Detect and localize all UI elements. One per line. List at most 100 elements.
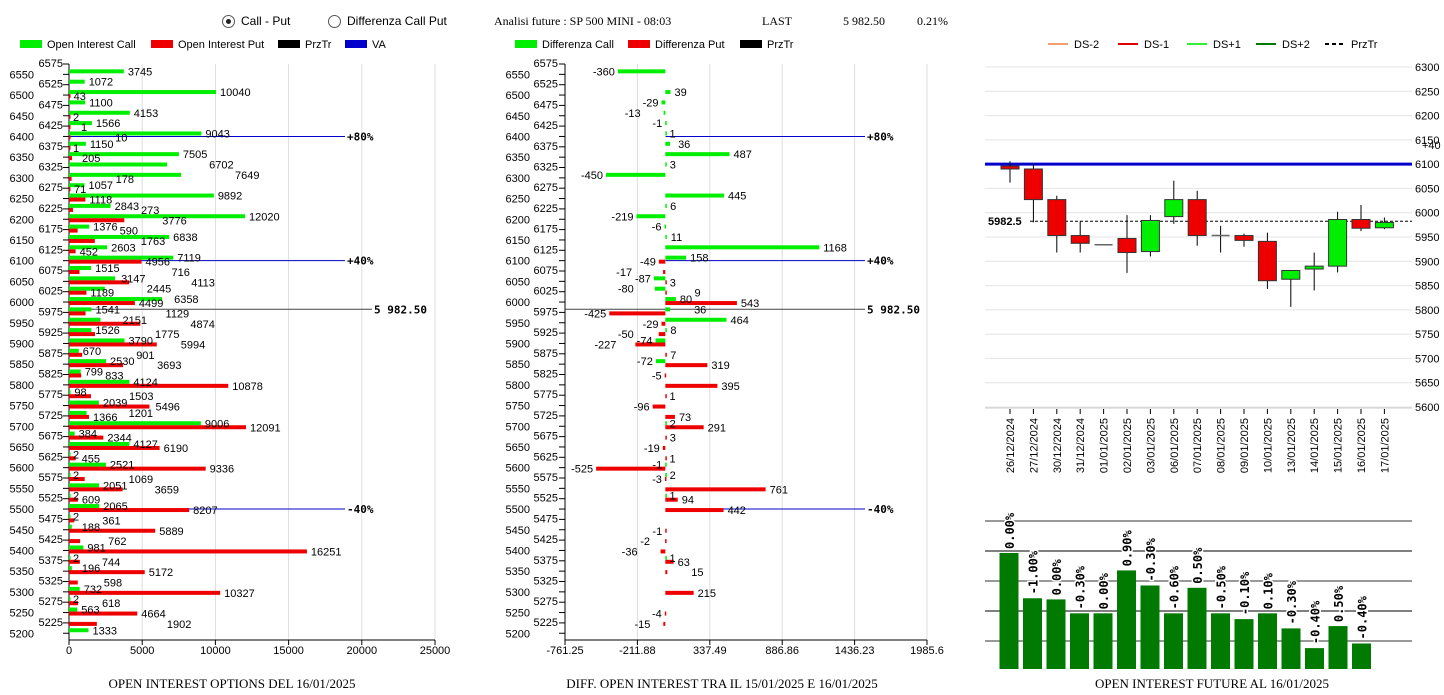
- y-tick-label: 5400: [506, 545, 530, 557]
- bar-value-label: 4113: [191, 277, 215, 289]
- bar-value-label: 7649: [235, 170, 259, 182]
- left-chart-title: OPEN INTEREST OPTIONS DEL 16/01/2025: [109, 676, 356, 691]
- y-tick-label: 6350: [506, 152, 530, 164]
- bar-value-label: 2: [73, 491, 79, 503]
- y-tick-label: 5575: [39, 472, 63, 484]
- call-bar: [69, 193, 214, 198]
- bar-value-label: 12020: [249, 211, 280, 223]
- prztr-label: 5 982.50: [374, 303, 427, 316]
- bar-value-label: 1: [669, 391, 675, 403]
- oi-bar: [1211, 613, 1230, 669]
- y-tick-label: 5300: [506, 587, 530, 599]
- put-bar: [660, 549, 666, 554]
- bar-value-label: 3745: [128, 66, 152, 78]
- oi-bar-label: 0.00%: [1003, 512, 1017, 549]
- oi-bar-label: -0.30%: [1144, 537, 1158, 581]
- call-bar: [665, 317, 727, 322]
- put-bar: [661, 321, 666, 326]
- y-tick-label: 6475: [39, 99, 63, 111]
- y-tick-label: 5925: [39, 327, 63, 339]
- call-bar: [606, 172, 666, 177]
- x-tick-label: 337.49: [693, 645, 727, 657]
- y-tick-label: 6325: [534, 162, 558, 174]
- y-tick-label: 5750: [10, 401, 34, 413]
- radio-differenza-call-put[interactable]: Differenza Call Put: [328, 14, 447, 28]
- call-bar: [69, 245, 108, 250]
- y-tick-label: 6250: [506, 194, 530, 206]
- put-bar: [69, 363, 124, 368]
- y-tick-label: 5775: [39, 389, 63, 401]
- y-tick-label: 5925: [534, 327, 558, 339]
- bar-value-label: 3659: [155, 484, 179, 496]
- oi-bar-label: -0.40%: [1356, 595, 1370, 639]
- bar-value-label: -29: [643, 97, 659, 109]
- y-tick-label: 6525: [39, 79, 63, 91]
- put-bar: [69, 477, 85, 481]
- call-bar: [69, 131, 202, 136]
- y-tick-label: 5600: [10, 463, 34, 475]
- date-label: 03/01/2025: [1145, 418, 1157, 473]
- middle-chart-title: DIFF. OPEN INTEREST TRA IL 15/01/2025 E …: [566, 676, 877, 691]
- call-bar: [665, 162, 667, 167]
- bar-value-label: 2445: [147, 284, 171, 296]
- y-tick-label: 6550: [10, 69, 34, 81]
- call-bar: [69, 524, 72, 529]
- y-tick-label: 6450: [506, 111, 530, 123]
- oi-bar: [1234, 619, 1254, 669]
- va-line-label: +40%: [867, 255, 894, 268]
- put-bar: [663, 270, 666, 274]
- call-bar: [69, 441, 130, 446]
- y-tick-label: 6400: [506, 131, 530, 143]
- bar-value-label: 1150: [90, 139, 114, 151]
- bar-value-label: 1057: [88, 180, 112, 192]
- bar-value-label: -50: [618, 329, 634, 341]
- bar-value-label: 1168: [823, 242, 847, 254]
- y-tick-label: 5850: [10, 359, 34, 371]
- call-bar: [69, 69, 124, 74]
- date-label: 16/01/2025: [1356, 418, 1368, 473]
- date-label: 27/12/2024: [1028, 418, 1040, 473]
- bar-value-label: 618: [102, 598, 120, 610]
- y-tick-label: 6000: [1415, 208, 1439, 220]
- put-bar: [69, 570, 145, 575]
- y-tick-label: 6525: [534, 79, 558, 91]
- y-tick-label: 5200: [10, 628, 34, 640]
- oi-bar: [1305, 648, 1324, 669]
- bar-value-label: 1: [669, 553, 675, 565]
- bar-value-label: 2: [670, 470, 676, 482]
- bar-value-label: 6702: [209, 160, 233, 172]
- call-bar: [653, 276, 666, 281]
- put-bar: [664, 477, 667, 481]
- y-tick-label: 5850: [1415, 281, 1439, 293]
- bar-value-label: -450: [581, 170, 603, 182]
- radio-button-icon[interactable]: [222, 14, 235, 28]
- date-label: 06/01/2025: [1169, 418, 1181, 473]
- y-tick-label: 6550: [506, 69, 530, 81]
- bar-value-label: 442: [728, 505, 746, 517]
- call-bar: [665, 90, 671, 95]
- bar-value-label: 2: [73, 470, 79, 482]
- call-bar: [661, 100, 666, 105]
- bar-value-label: 5889: [159, 526, 183, 538]
- call-bar: [665, 141, 671, 146]
- oi-bar: [1281, 628, 1301, 669]
- put-bar: [69, 425, 247, 430]
- radio-label: Call - Put: [241, 14, 291, 28]
- y-tick-label: 5225: [39, 617, 63, 629]
- put-bar: [69, 549, 307, 554]
- bar-value-label: 158: [690, 253, 708, 265]
- radio-button-icon[interactable]: [328, 14, 341, 28]
- bar-value-label: 1333: [93, 625, 117, 637]
- bar-value-label: 6190: [164, 443, 188, 455]
- bar-value-label: 4499: [139, 298, 163, 310]
- bar-value-label: 833: [105, 371, 123, 383]
- bar-value-label: 98: [74, 387, 86, 399]
- call-bar: [665, 234, 667, 239]
- put-bar: [665, 539, 667, 544]
- bar-value-label: 1763: [141, 236, 165, 248]
- bar-value-label: -87: [635, 273, 651, 285]
- bar-value-label: 1189: [90, 288, 114, 300]
- radio-call-put[interactable]: Call - Put: [222, 14, 290, 28]
- bar-value-label: -17: [616, 267, 632, 279]
- bar-value-label: 598: [104, 578, 122, 590]
